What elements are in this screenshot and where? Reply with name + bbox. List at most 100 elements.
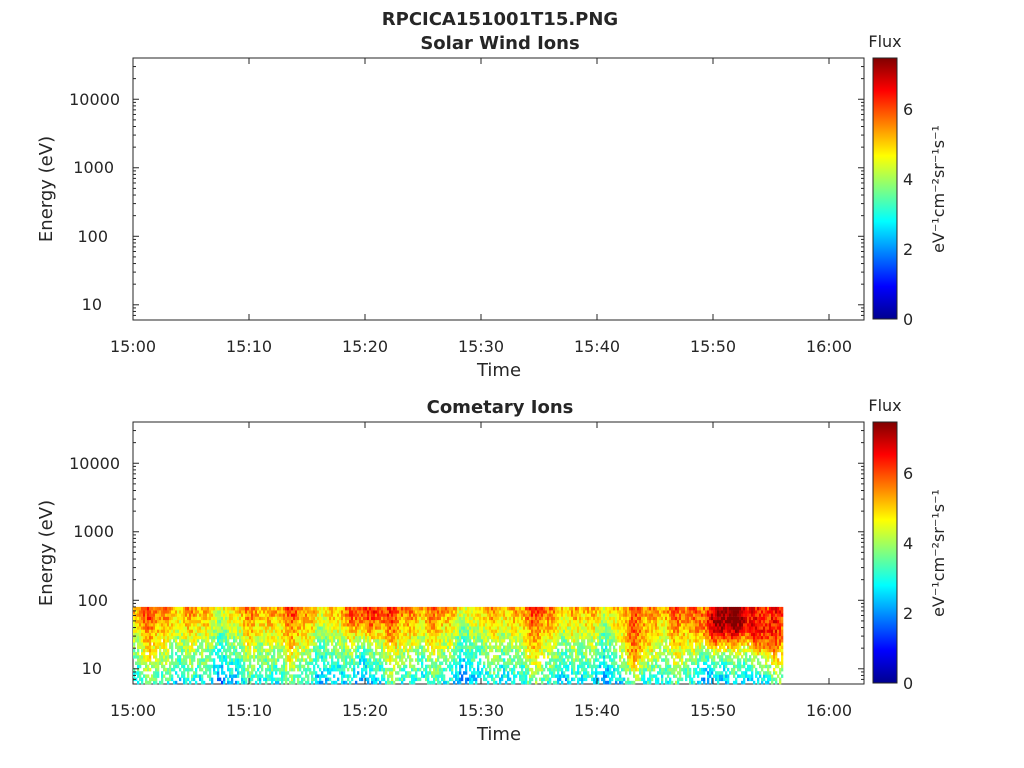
heatmap-cell xyxy=(329,635,332,640)
heatmap-cell xyxy=(361,610,364,614)
heatmap-cell xyxy=(461,619,464,624)
heatmap-cell xyxy=(585,635,588,640)
heatmap-cell xyxy=(371,642,374,646)
heatmap-cell xyxy=(259,616,262,621)
heatmap-cell xyxy=(133,619,136,624)
heatmap-cell xyxy=(147,635,150,640)
heatmap-cell xyxy=(393,667,396,672)
heatmap-cell xyxy=(561,629,564,633)
heatmap-cell xyxy=(379,658,382,662)
heatmap-cell xyxy=(153,626,156,630)
heatmap-cell xyxy=(319,619,322,624)
heatmap-cell xyxy=(589,606,592,611)
heatmap-cell xyxy=(443,610,446,614)
heatmap-cell xyxy=(525,658,528,662)
heatmap-cell xyxy=(157,619,160,624)
heatmap-cell xyxy=(379,610,382,614)
heatmap-cell xyxy=(307,613,310,617)
heatmap-cell xyxy=(169,645,172,649)
heatmap-cell xyxy=(491,677,494,682)
heatmap-cell xyxy=(599,655,602,659)
heatmap-cell xyxy=(219,632,222,637)
heatmap-cell xyxy=(181,610,184,614)
heatmap-cell xyxy=(233,635,236,640)
heatmap-cell xyxy=(139,642,142,646)
heatmap-cell xyxy=(501,610,504,614)
heatmap-cell xyxy=(379,623,382,627)
heatmap-cell xyxy=(329,639,332,643)
heatmap-cell xyxy=(135,651,138,656)
heatmap-cell xyxy=(363,606,366,611)
heatmap-cell xyxy=(599,664,602,669)
heatmap-cell xyxy=(223,639,226,643)
heatmap-cell xyxy=(349,661,352,665)
heatmap-cell xyxy=(493,680,496,685)
heatmap-cell xyxy=(203,680,206,685)
heatmap-cell xyxy=(535,635,538,640)
heatmap-cell xyxy=(229,642,232,646)
heatmap-cell xyxy=(141,613,144,617)
heatmap-cell xyxy=(299,651,302,656)
heatmap-cell xyxy=(201,677,204,682)
heatmap-cell xyxy=(215,623,218,627)
heatmap-cell xyxy=(219,623,222,627)
heatmap-cell xyxy=(353,632,356,637)
heatmap-cell xyxy=(451,639,454,643)
heatmap-cell xyxy=(469,645,472,649)
heatmap-cell xyxy=(527,606,530,611)
heatmap-cell xyxy=(247,642,250,646)
heatmap-cell xyxy=(233,623,236,627)
heatmap-cell xyxy=(451,616,454,621)
heatmap-cell xyxy=(313,667,316,672)
heatmap-cell xyxy=(241,629,244,633)
heatmap-cell xyxy=(419,645,422,649)
heatmap-cell xyxy=(247,667,250,672)
heatmap-cell xyxy=(453,680,456,685)
heatmap-cell xyxy=(567,655,570,659)
heatmap-cell xyxy=(317,658,320,662)
heatmap-cell xyxy=(555,610,558,614)
heatmap-cell xyxy=(501,639,504,643)
heatmap-cell xyxy=(613,626,616,630)
heatmap-cell xyxy=(247,671,250,675)
heatmap-cell xyxy=(235,635,238,640)
heatmap-cell xyxy=(359,623,362,627)
heatmap-cell xyxy=(289,655,292,659)
heatmap-cell xyxy=(535,648,538,653)
heatmap-cell xyxy=(179,626,182,630)
heatmap-cell xyxy=(603,664,606,669)
heatmap-cell xyxy=(345,619,348,624)
heatmap-cell xyxy=(535,642,538,646)
heatmap-cell xyxy=(567,610,570,614)
heatmap-cell xyxy=(271,623,274,627)
heatmap-cell xyxy=(623,677,626,682)
heatmap-cell xyxy=(187,655,190,659)
heatmap-cell xyxy=(291,635,294,640)
heatmap-cell xyxy=(149,623,152,627)
heatmap-cell xyxy=(599,613,602,617)
heatmap-cell xyxy=(343,623,346,627)
heatmap-cell xyxy=(521,629,524,633)
heatmap-cell xyxy=(383,651,386,656)
heatmap-cell xyxy=(289,661,292,665)
heatmap-cell xyxy=(557,667,560,672)
heatmap-cell xyxy=(291,642,294,646)
heatmap-cell xyxy=(321,635,324,640)
heatmap-cell xyxy=(275,610,278,614)
heatmap-cell xyxy=(417,639,420,643)
heatmap-cell xyxy=(467,629,470,633)
heatmap-cell xyxy=(565,629,568,633)
heatmap-cell xyxy=(343,680,346,685)
heatmap-cell xyxy=(325,619,328,624)
heatmap-cell xyxy=(463,632,466,637)
heatmap-cell xyxy=(473,674,476,678)
heatmap-cell xyxy=(319,674,322,678)
heatmap-cell xyxy=(281,626,284,630)
heatmap-cell xyxy=(617,677,620,682)
heatmap-cell xyxy=(549,619,552,624)
heatmap-cell xyxy=(211,645,214,649)
heatmap-cell xyxy=(291,677,294,682)
heatmap-cell xyxy=(169,642,172,646)
heatmap-cell xyxy=(149,610,152,614)
heatmap-cell xyxy=(367,619,370,624)
